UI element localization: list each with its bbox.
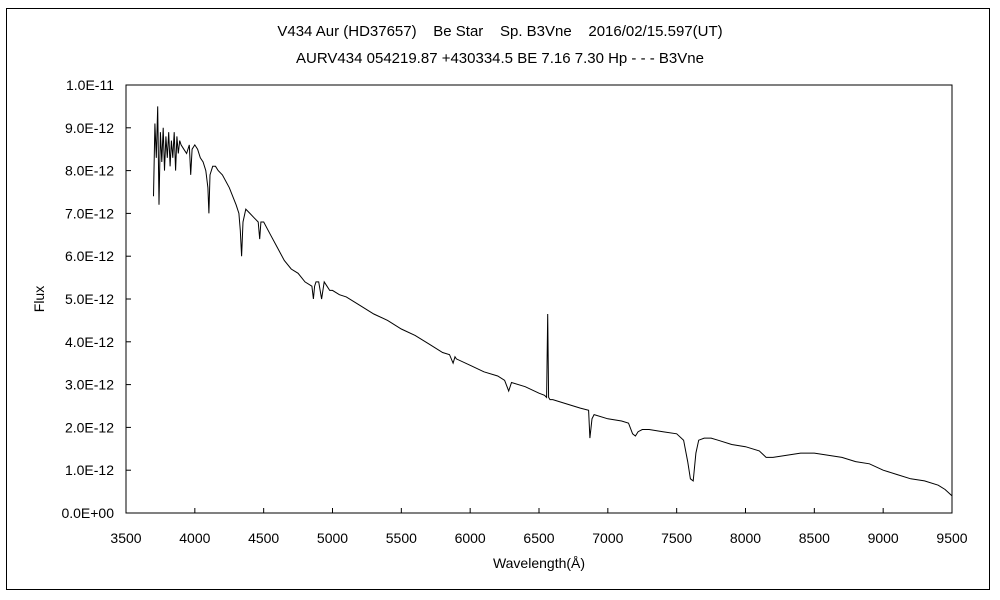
spectrum-line bbox=[153, 106, 953, 497]
x-tick-label: 5500 bbox=[386, 530, 417, 546]
x-axis-ticks bbox=[125, 508, 953, 513]
y-axis-tick-labels: 0.0E+00 1.0E-12 2.0E-12 3.0E-12 4.0E-12 5.0E-… bbox=[61, 77, 114, 521]
chart-title: V434 Aur (HD37657) Be Star Sp. B3Vne 201… bbox=[277, 23, 723, 40]
x-tick-label: 9500 bbox=[936, 530, 967, 546]
y-axis-ticks bbox=[126, 84, 131, 514]
x-tick-label: 9000 bbox=[868, 530, 899, 546]
x-tick-label: 3500 bbox=[110, 530, 141, 546]
x-tick-label: 7500 bbox=[661, 530, 692, 546]
y-tick-label: 8.0E-12 bbox=[65, 163, 114, 179]
y-tick-label: 0.0E+00 bbox=[61, 505, 114, 521]
y-tick-label: 6.0E-12 bbox=[65, 248, 114, 264]
y-tick-label: 9.0E-12 bbox=[65, 120, 114, 136]
y-tick-label: 5.0E-12 bbox=[65, 291, 114, 307]
chart-frame bbox=[6, 8, 990, 590]
y-tick-label: 7.0E-12 bbox=[65, 205, 114, 221]
x-tick-label: 4500 bbox=[248, 530, 279, 546]
y-tick-label: 1.0E-12 bbox=[65, 462, 114, 478]
y-tick-label: 1.0E-11 bbox=[66, 77, 114, 93]
y-tick-label: 3.0E-12 bbox=[65, 377, 114, 393]
chart-subtitle: AURV434 054219.87 +430334.5 BE 7.16 7.30… bbox=[296, 50, 704, 67]
x-axis-tick-labels: 3500 4000 4500 5000 5500 6000 6500 7000 7500 8000… bbox=[110, 530, 967, 546]
x-tick-label: 6000 bbox=[455, 530, 486, 546]
x-tick-label: 7000 bbox=[592, 530, 623, 546]
y-tick-label: 2.0E-12 bbox=[65, 419, 114, 435]
x-tick-label: 8500 bbox=[799, 530, 830, 546]
x-axis-label: Wavelength(Å) bbox=[493, 555, 585, 571]
x-tick-label: 4000 bbox=[179, 530, 210, 546]
x-tick-label: 5000 bbox=[317, 530, 348, 546]
x-tick-label: 6500 bbox=[523, 530, 554, 546]
plot-area bbox=[125, 84, 953, 514]
y-axis-label: Flux bbox=[31, 286, 47, 312]
x-tick-label: 8000 bbox=[730, 530, 761, 546]
y-tick-label: 4.0E-12 bbox=[65, 334, 114, 350]
